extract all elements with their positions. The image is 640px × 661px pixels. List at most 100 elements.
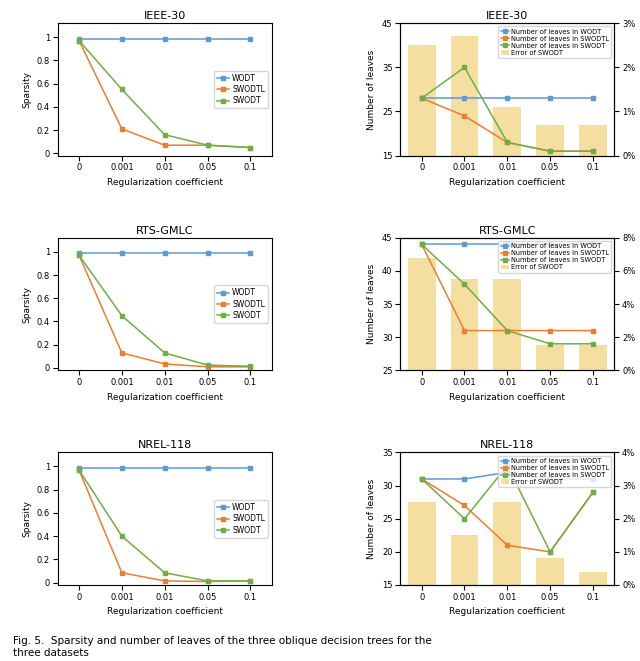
- SWODT: [118, 85, 125, 93]
- SWODT: [246, 362, 254, 370]
- Y-axis label: Number of leaves: Number of leaves: [367, 264, 376, 344]
- Number of leaves in SWODT: [589, 147, 597, 155]
- Number of leaves in SWODTL: [589, 488, 597, 496]
- SWODTL: [161, 141, 168, 149]
- Bar: [536, 346, 564, 370]
- WODT: [161, 463, 168, 471]
- Line: Number of leaves in SWODTL: Number of leaves in SWODTL: [419, 242, 595, 333]
- X-axis label: Regularization coefficient: Regularization coefficient: [107, 393, 223, 401]
- Line: WODT: WODT: [77, 465, 253, 470]
- SWODT: [75, 36, 83, 44]
- Line: Number of leaves in SWODTL: Number of leaves in SWODTL: [419, 477, 595, 555]
- SWODTL: [246, 577, 254, 585]
- SWODT: [246, 143, 254, 151]
- Number of leaves in SWODT: [547, 147, 554, 155]
- Number of leaves in WODT: [589, 241, 597, 249]
- X-axis label: Regularization coefficient: Regularization coefficient: [449, 393, 565, 401]
- Bar: [536, 559, 564, 585]
- SWODTL: [75, 36, 83, 44]
- Title: RTS-GMLC: RTS-GMLC: [479, 225, 536, 235]
- Number of leaves in SWODTL: [418, 241, 426, 249]
- Number of leaves in WODT: [461, 475, 468, 483]
- Line: WODT: WODT: [77, 251, 253, 255]
- SWODTL: [204, 363, 211, 371]
- X-axis label: Regularization coefficient: Regularization coefficient: [107, 178, 223, 187]
- Number of leaves in SWODT: [418, 95, 426, 102]
- Y-axis label: Sparsity: Sparsity: [22, 71, 31, 108]
- Y-axis label: Sparsity: Sparsity: [22, 286, 31, 323]
- SWODTL: [246, 363, 254, 371]
- Number of leaves in WODT: [589, 475, 597, 483]
- Number of leaves in SWODT: [504, 138, 511, 146]
- WODT: [204, 249, 211, 257]
- Number of leaves in WODT: [418, 241, 426, 249]
- Number of leaves in SWODT: [418, 475, 426, 483]
- SWODT: [118, 312, 125, 320]
- SWODTL: [118, 349, 125, 357]
- Line: Number of leaves in WODT: Number of leaves in WODT: [419, 96, 595, 100]
- Line: SWODT: SWODT: [77, 467, 253, 584]
- Line: SWODTL: SWODTL: [77, 38, 253, 150]
- Number of leaves in WODT: [418, 475, 426, 483]
- WODT: [246, 463, 254, 471]
- Line: Number of leaves in SWODT: Number of leaves in SWODT: [419, 242, 595, 346]
- Legend: Number of leaves in WODT, Number of leaves in SWODTL, Number of leaves in SWODT,: Number of leaves in WODT, Number of leav…: [499, 456, 611, 487]
- Title: IEEE-30: IEEE-30: [143, 11, 186, 21]
- Number of leaves in WODT: [589, 95, 597, 102]
- Number of leaves in SWODTL: [547, 327, 554, 334]
- Number of leaves in SWODTL: [461, 112, 468, 120]
- SWODT: [204, 141, 211, 149]
- Number of leaves in SWODT: [589, 340, 597, 348]
- Bar: [493, 502, 521, 585]
- Bar: [408, 502, 436, 585]
- Number of leaves in SWODT: [589, 488, 597, 496]
- Y-axis label: Number of leaves: Number of leaves: [367, 50, 376, 130]
- Number of leaves in WODT: [504, 95, 511, 102]
- WODT: [118, 463, 125, 471]
- WODT: [204, 36, 211, 44]
- Number of leaves in WODT: [418, 95, 426, 102]
- SWODTL: [75, 251, 83, 259]
- SWODT: [204, 361, 211, 369]
- SWODT: [161, 569, 168, 577]
- Number of leaves in SWODTL: [589, 147, 597, 155]
- Line: SWODTL: SWODTL: [77, 253, 253, 369]
- SWODT: [161, 349, 168, 357]
- Number of leaves in WODT: [504, 241, 511, 249]
- WODT: [118, 36, 125, 44]
- Legend: Number of leaves in WODT, Number of leaves in SWODTL, Number of leaves in SWODT,: Number of leaves in WODT, Number of leav…: [499, 241, 611, 273]
- Number of leaves in SWODTL: [461, 327, 468, 334]
- Title: NREL-118: NREL-118: [138, 440, 192, 450]
- SWODTL: [204, 578, 211, 586]
- Bar: [579, 346, 607, 370]
- WODT: [246, 36, 254, 44]
- Text: Fig. 5.  Sparsity and number of leaves of the three oblique decision trees for t: Fig. 5. Sparsity and number of leaves of…: [13, 636, 431, 658]
- Legend: WODT, SWODTL, SWODT: WODT, SWODTL, SWODT: [214, 71, 268, 108]
- Line: SWODT: SWODT: [77, 38, 253, 150]
- SWODTL: [118, 569, 125, 577]
- Y-axis label: Sparsity: Sparsity: [22, 500, 31, 537]
- Number of leaves in SWODTL: [418, 475, 426, 483]
- Legend: WODT, SWODTL, SWODT: WODT, SWODTL, SWODT: [214, 285, 268, 323]
- SWODTL: [118, 125, 125, 133]
- Bar: [493, 279, 521, 370]
- Number of leaves in WODT: [461, 241, 468, 249]
- SWODT: [204, 577, 211, 585]
- WODT: [161, 36, 168, 44]
- SWODT: [161, 131, 168, 139]
- X-axis label: Regularization coefficient: Regularization coefficient: [107, 607, 223, 616]
- Bar: [408, 45, 436, 155]
- Y-axis label: Number of leaves: Number of leaves: [367, 479, 376, 559]
- Bar: [451, 36, 479, 155]
- WODT: [75, 249, 83, 257]
- SWODT: [75, 251, 83, 259]
- Number of leaves in SWODTL: [547, 548, 554, 556]
- Number of leaves in SWODT: [504, 327, 511, 334]
- Number of leaves in SWODT: [461, 63, 468, 71]
- Title: IEEE-30: IEEE-30: [486, 11, 529, 21]
- Line: SWODTL: SWODTL: [77, 467, 253, 584]
- Number of leaves in SWODTL: [504, 327, 511, 334]
- Bar: [579, 125, 607, 155]
- Line: Number of leaves in SWODT: Number of leaves in SWODT: [419, 65, 595, 153]
- SWODT: [75, 466, 83, 474]
